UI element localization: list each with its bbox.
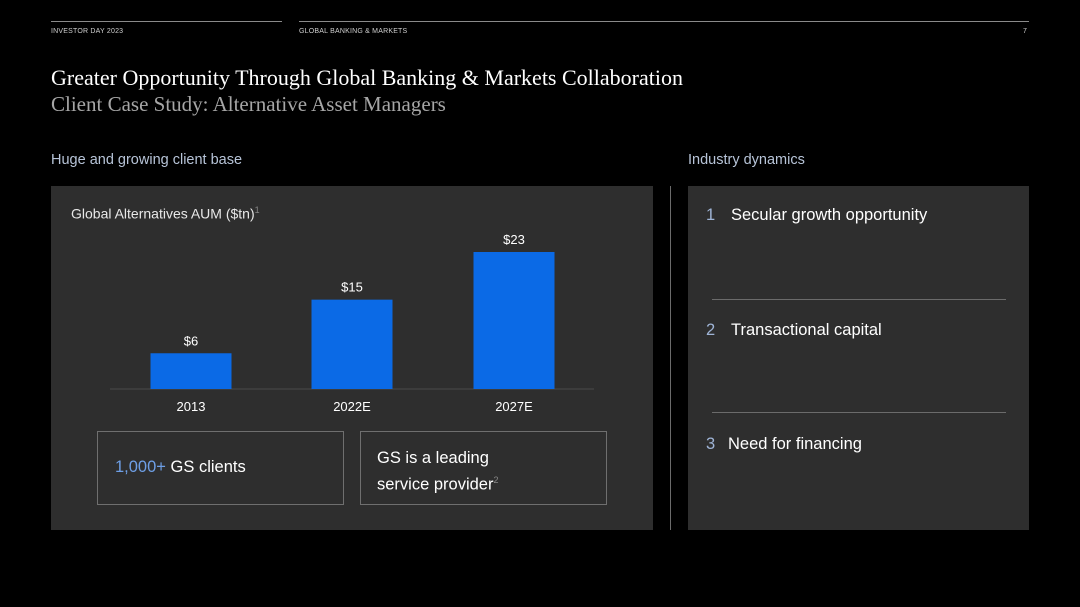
dynamics-item-2-text: Transactional capital: [731, 321, 882, 339]
data-label-2022E: $15: [341, 280, 363, 295]
chart-title-footnote: 1: [254, 205, 260, 215]
dynamics-item-3-text: Need for financing: [728, 435, 862, 453]
clients-count: 1,000+: [115, 458, 166, 476]
x-tick-2013: 2013: [177, 399, 206, 414]
header-rule-right: [299, 21, 1029, 22]
provider-line-1: GS is a leading: [377, 449, 489, 467]
left-section-heading: Huge and growing client base: [51, 152, 243, 168]
data-label-2027E: $23: [503, 232, 525, 247]
dynamics-item-2-number: 2: [706, 321, 716, 339]
header-rule-left: [51, 21, 282, 22]
provider-callout-text: GS is a leading service provider2: [377, 447, 498, 496]
clients-callout-text: 1,000+ GS clients: [115, 458, 246, 477]
page-subtitle: Client Case Study: Alternative Asset Man…: [51, 92, 446, 116]
dynamics-item-1-text: Secular growth opportunity: [731, 206, 928, 224]
bar-2022E: [311, 299, 393, 389]
clients-callout-box: [97, 431, 344, 505]
x-tick-2027E: 2027E: [495, 399, 533, 414]
clients-label: GS clients: [170, 458, 246, 476]
right-section-heading: Industry dynamics: [688, 152, 805, 168]
page-title: Greater Opportunity Through Global Banki…: [51, 65, 683, 90]
provider-line-2: service provider2: [377, 469, 498, 496]
dynamics-item-3-number: 3: [706, 435, 716, 453]
chart-title: Global Alternatives AUM ($tn)1: [71, 205, 260, 222]
dynamics-separator-1: [712, 299, 1006, 300]
bar-2027E: [473, 252, 555, 389]
header-event-label: INVESTOR DAY 2023: [51, 28, 124, 35]
chart-title-text: Global Alternatives AUM ($tn): [71, 205, 255, 222]
x-tick-2022E: 2022E: [333, 399, 371, 414]
provider-callout-box: [360, 431, 607, 505]
data-label-2013: $6: [184, 333, 198, 348]
page-number: 7: [1023, 28, 1028, 35]
dynamics-separator-2: [712, 412, 1006, 413]
header-section-label: GLOBAL BANKING & MARKETS: [299, 28, 408, 35]
provider-footnote: 2: [493, 475, 499, 485]
dynamics-panel: [688, 186, 1029, 530]
bar-2013: [150, 353, 232, 389]
panel-divider: [670, 186, 671, 530]
provider-line-2-text: service provider: [377, 475, 494, 494]
dynamics-item-1-number: 1: [706, 206, 716, 224]
